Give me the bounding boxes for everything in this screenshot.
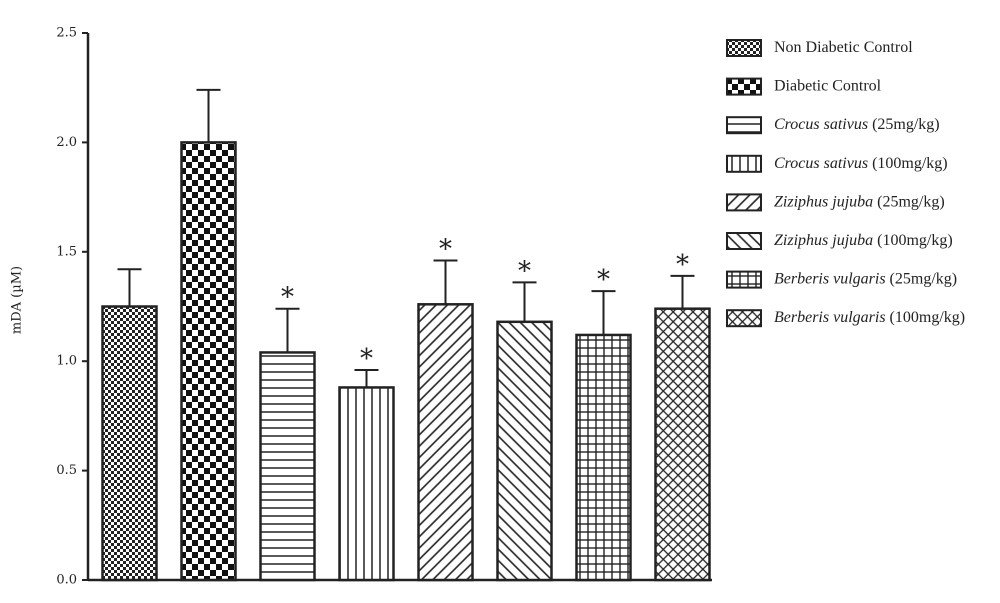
legend-swatch: [726, 232, 762, 250]
significance-mark: *: [360, 344, 373, 374]
bar: [417, 303, 474, 582]
bar: [496, 320, 553, 582]
y-tick-label: 1.5: [56, 244, 77, 259]
legend-text-part: Berberis vulgaris: [774, 270, 886, 287]
legend-label: Berberis vulgaris (100mg/kg): [774, 309, 965, 326]
bar: [654, 307, 711, 582]
significance-mark: *: [439, 235, 452, 265]
legend-text-part: Non Diabetic Control: [774, 39, 913, 56]
legend-swatch: [726, 154, 762, 173]
legend-text-part: Berberis vulgaris: [774, 309, 886, 326]
legend-label: Ziziphus jujuba (100mg/kg): [774, 232, 953, 249]
legend-label: Berberis vulgaris (25mg/kg): [774, 270, 957, 287]
legend-swatch: [726, 193, 762, 212]
legend-text-part: Ziziphus jujuba: [774, 232, 873, 249]
legend-text-part: (100mg/kg): [890, 309, 966, 326]
significance-mark: *: [597, 265, 610, 295]
legend-text-part: Crocus sativus: [774, 154, 868, 171]
legend-label: Diabetic Control: [774, 77, 882, 94]
significance-mark: *: [518, 256, 531, 286]
bar: [259, 351, 316, 582]
legend-label: Crocus sativus (100mg/kg): [774, 154, 948, 171]
significance-mark: *: [281, 283, 294, 313]
y-tick-label: 2.0: [56, 135, 77, 150]
y-tick-label: 0.0: [56, 573, 77, 588]
bar: [338, 386, 395, 582]
legend-text-part: (25mg/kg): [872, 116, 940, 133]
legend-text-part: (25mg/kg): [877, 193, 945, 210]
bar: [101, 305, 158, 582]
legend-text-part: Ziziphus jujuba: [774, 193, 873, 210]
y-axis-label: mDA (µM): [10, 266, 25, 334]
legend-swatch: [726, 77, 762, 96]
y-tick-label: 0.5: [56, 463, 77, 478]
legend-label: Ziziphus jujuba (25mg/kg): [774, 193, 945, 210]
legend-text-part: Crocus sativus: [774, 116, 868, 133]
legend-label: Non Diabetic Control: [774, 39, 913, 56]
significance-mark: *: [676, 250, 689, 280]
legend-text-part: (100mg/kg): [872, 154, 948, 171]
legend-text-part: (25mg/kg): [890, 270, 958, 287]
bar: [180, 141, 237, 582]
y-tick-label: 1.0: [56, 354, 77, 369]
legend-swatch: [726, 309, 762, 328]
legend-text-part: (100mg/kg): [877, 232, 953, 249]
y-tick-label: 2.5: [56, 26, 77, 41]
legend-swatch: [726, 270, 762, 289]
legend-swatch: [726, 116, 762, 135]
bar: [575, 333, 632, 582]
legend-text-part: Diabetic Control: [774, 77, 882, 94]
legend-swatch: [726, 39, 762, 57]
legend-label: Crocus sativus (25mg/kg): [774, 116, 940, 133]
